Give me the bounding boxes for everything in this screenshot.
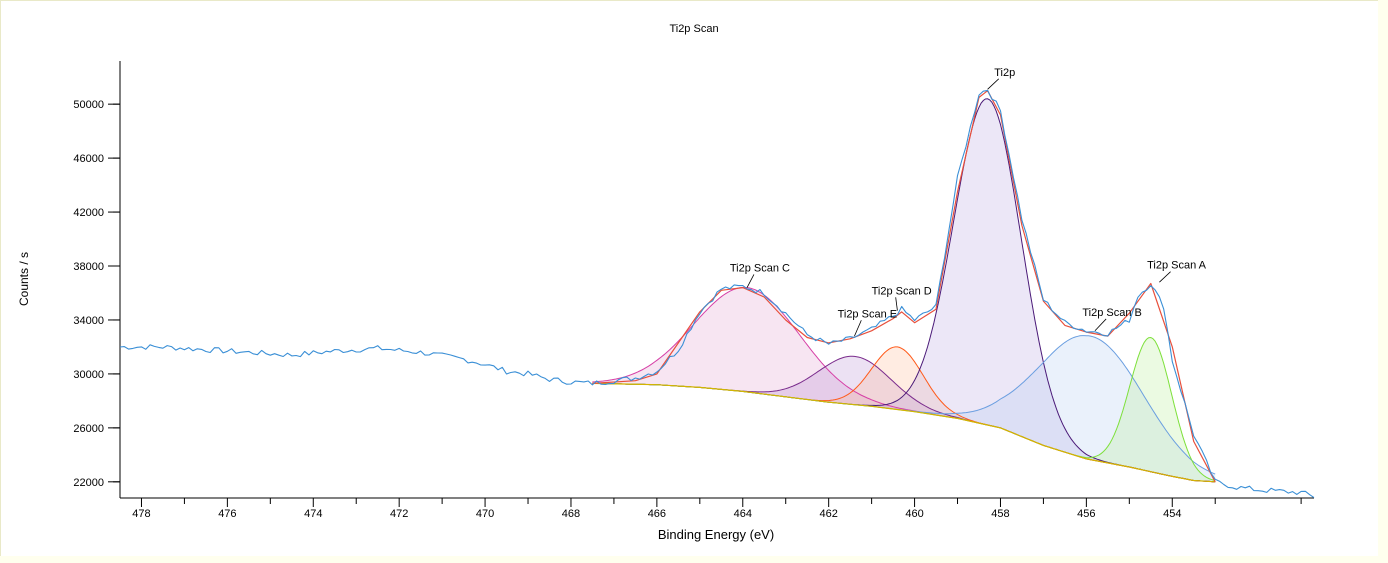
x-tick-label: 462 bbox=[819, 508, 837, 520]
annotation-leader-ti2p-scan-c bbox=[746, 274, 755, 288]
x-tick-label: 470 bbox=[476, 508, 494, 520]
envelope-line bbox=[592, 90, 1216, 483]
y-tick-label: 26000 bbox=[73, 423, 104, 435]
window-margin-right bbox=[1378, 0, 1388, 563]
annotation-label-ti2p-scan-d: Ti2p Scan D bbox=[872, 285, 932, 297]
axes: 22000 26000 30000 34000 38000 42000 46000 50000… bbox=[73, 61, 1314, 520]
component-fill-2 bbox=[592, 346, 1216, 482]
annotation-leader-ti2p-scan-e bbox=[854, 320, 862, 337]
y-tick-label: 34000 bbox=[73, 315, 104, 327]
y-tick-label: 38000 bbox=[73, 261, 104, 273]
y-axis-label: Counts / s bbox=[17, 252, 31, 306]
annotation-label-ti2p: Ti2p bbox=[994, 67, 1015, 79]
x-tick-label: 460 bbox=[905, 508, 923, 520]
component-fills bbox=[592, 98, 1216, 482]
component-fill-3 bbox=[592, 98, 1216, 482]
annotation-label-ti2p-scan-b: Ti2p Scan B bbox=[1082, 307, 1142, 319]
annotation-label-ti2p-scan-e: Ti2p Scan E bbox=[838, 308, 898, 320]
annotation-leader-ti2p-scan-d bbox=[895, 297, 898, 311]
x-tick-label: 458 bbox=[991, 508, 1009, 520]
x-tick-label: 456 bbox=[1077, 508, 1095, 520]
y-tick-label: 50000 bbox=[73, 99, 104, 111]
raw-spectrum-line bbox=[119, 89, 1315, 499]
y-tick-label: 46000 bbox=[73, 153, 104, 165]
x-tick-label: 476 bbox=[218, 508, 236, 520]
annotation-leader-ti2p bbox=[987, 78, 1000, 90]
window-margin-bottom bbox=[0, 556, 1388, 563]
x-tick-label: 464 bbox=[734, 508, 752, 520]
chart-title: Ti2p Scan bbox=[669, 23, 718, 35]
x-tick-label: 474 bbox=[304, 508, 322, 520]
x-tick-label: 468 bbox=[562, 508, 580, 520]
y-tick-label: 30000 bbox=[73, 369, 104, 381]
y-tick-label: 42000 bbox=[73, 207, 104, 219]
annotation-leader-ti2p-scan-a bbox=[1159, 271, 1171, 283]
x-tick-label: 478 bbox=[132, 508, 150, 520]
fit-curves bbox=[119, 89, 1315, 499]
x-tick-label: 466 bbox=[648, 508, 666, 520]
x-tick-label: 472 bbox=[390, 508, 408, 520]
annotation-leader-ti2p-scan-b bbox=[1094, 318, 1107, 332]
x-tick-label: 454 bbox=[1163, 508, 1181, 520]
component-fill-4 bbox=[592, 335, 1216, 482]
background-line bbox=[592, 382, 1216, 483]
component-fill-5 bbox=[592, 337, 1216, 482]
x-axis-label: Binding Energy (eV) bbox=[658, 527, 774, 542]
annotation-label-ti2p-scan-a: Ti2p Scan A bbox=[1147, 260, 1207, 272]
peak-annotations: Ti2p Scan C Ti2p Scan E Ti2p Scan D Ti2p Ti2… bbox=[730, 67, 1207, 337]
component-fill-0 bbox=[592, 287, 1216, 482]
y-tick-label: 22000 bbox=[73, 477, 104, 489]
annotation-label-ti2p-scan-c: Ti2p Scan C bbox=[730, 262, 790, 274]
